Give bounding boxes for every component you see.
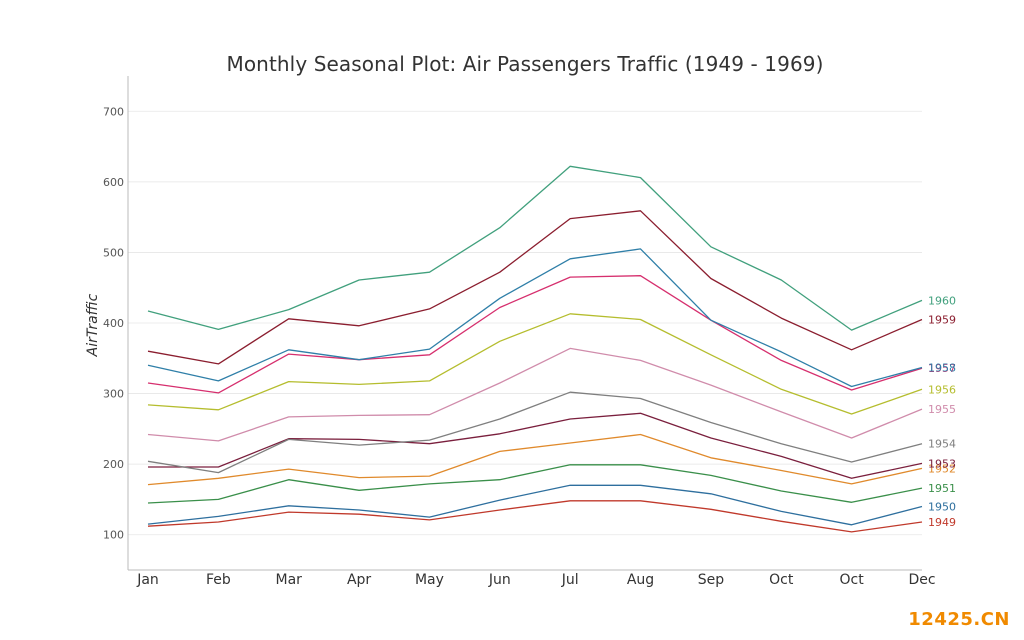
watermark: 12425.CN [908,609,1010,630]
x-tick-label-9: Oct [769,572,794,588]
series-line-1951 [147,464,923,504]
y-tick-label-5: 600 [103,176,124,189]
series-line-1958 [147,248,923,388]
series-label-1950: 1950 [928,500,956,513]
x-tick-label-6: Jul [561,572,579,588]
series-line-1949 [147,500,923,533]
x-tick-label-7: Aug [627,572,654,588]
series-label-1958: 1958 [928,361,956,374]
series-label-1960: 1960 [928,294,956,307]
series-line-1953 [148,412,923,479]
series-line-1952 [147,433,923,486]
y-axis-label: AirTraffic [85,293,101,357]
series-label-1959: 1959 [928,313,956,326]
series-label-1951: 1951 [928,482,956,495]
series-line-1954 [147,391,923,474]
series-line-1956 [147,313,923,415]
y-tick-label-4: 500 [103,246,124,259]
series-label-1952: 1952 [928,462,956,475]
x-tick-label-0: Jan [136,572,159,588]
x-tick-label-1: Feb [206,572,231,588]
series-label-1949: 1949 [928,516,956,529]
x-tick-label-4: May [415,572,444,588]
y-tick-label-0: 100 [103,529,124,542]
x-tick-label-5: Jun [488,572,511,588]
series-line-1960 [147,165,923,331]
series-label-1956: 1956 [928,383,956,396]
x-tick-label-10: Oct [840,572,865,588]
series-label-1954: 1954 [928,438,956,451]
y-tick-label-3: 400 [103,317,124,330]
y-tick-label-6: 700 [103,105,124,118]
chart-title: Monthly Seasonal Plot: Air Passengers Tr… [226,52,824,76]
series-label-1957: 1957 [928,362,956,375]
y-tick-label-1: 200 [103,458,124,471]
series-label-1955: 1955 [928,403,956,416]
x-tick-label-2: Mar [276,572,303,588]
y-tick-label-2: 300 [103,388,124,401]
series-line-1950 [147,484,923,526]
x-tick-label-3: Apr [347,572,371,588]
series-line-1957 [147,275,923,394]
series-line-1955 [147,347,923,442]
series-label-1953: 1953 [928,457,956,470]
series-line-1959 [147,210,923,365]
x-tick-label-8: Sep [698,572,725,588]
x-tick-label-11: Dec [908,572,935,588]
